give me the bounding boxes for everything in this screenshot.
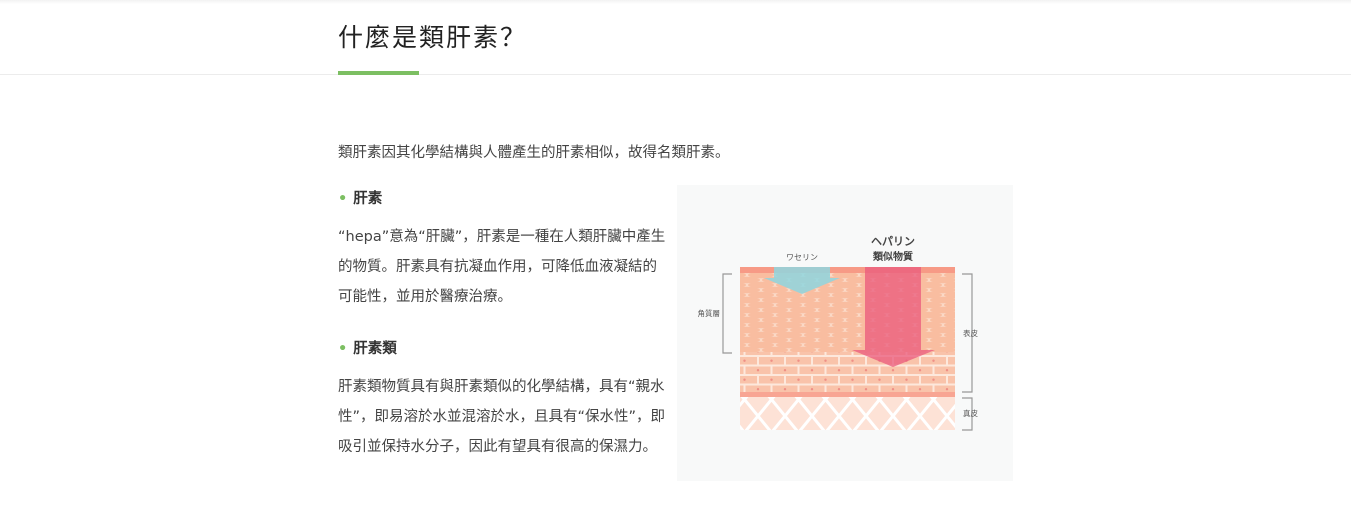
heparinoid-label: 類似物質 bbox=[872, 250, 913, 263]
bullet-icon: • bbox=[338, 341, 348, 357]
skin-illustration: ワセリン ヘパリン 類似物質 角質層 表皮 真皮 bbox=[677, 185, 1013, 481]
definitions: • 肝素 “hepa”意為“肝臟”，肝素是一種在人類肝臟中產生的物質。肝素具有抗凝… bbox=[338, 186, 668, 462]
stratum-corneum-label: 角質層 bbox=[698, 308, 721, 318]
heparinoid-text: 肝素類物質具有與肝素類似的化學結構，具有“親水性”，即易溶於水並混溶於水，且具有… bbox=[338, 379, 666, 455]
heparin-label: ヘパリン bbox=[871, 235, 915, 248]
epidermis-label: 表皮 bbox=[963, 328, 978, 338]
epidermis-cells bbox=[740, 352, 955, 392]
heading-text: 肝素 bbox=[353, 191, 383, 207]
heparin-arrow bbox=[852, 267, 935, 367]
heading-heparinoid: • 肝素類 bbox=[338, 336, 668, 362]
title-accent-bar bbox=[338, 71, 419, 75]
heading-heparin: • 肝素 bbox=[338, 186, 668, 212]
heparin-text: “hepa”意為“肝臟”，肝素是一種在人類肝臟中產生的物質。肝素具有抗凝血作用，… bbox=[338, 229, 666, 305]
heading-text: 肝素類 bbox=[353, 341, 397, 357]
stratum-corneum bbox=[740, 273, 955, 352]
skin-surface bbox=[740, 267, 955, 273]
vaseline-label: ワセリン bbox=[786, 253, 818, 262]
vaseline-arrow bbox=[764, 267, 840, 294]
intro-text: 類肝素因其化學結構與人體產生的肝素相似，故得名類肝素。 bbox=[338, 145, 730, 161]
dermis-layer bbox=[740, 397, 955, 430]
page-title: 什麼是類肝素？ bbox=[338, 23, 528, 52]
header-shadow bbox=[0, 0, 1351, 4]
bullet-icon: • bbox=[338, 191, 348, 207]
divider bbox=[0, 74, 1351, 75]
dermis-label: 真皮 bbox=[963, 408, 978, 418]
